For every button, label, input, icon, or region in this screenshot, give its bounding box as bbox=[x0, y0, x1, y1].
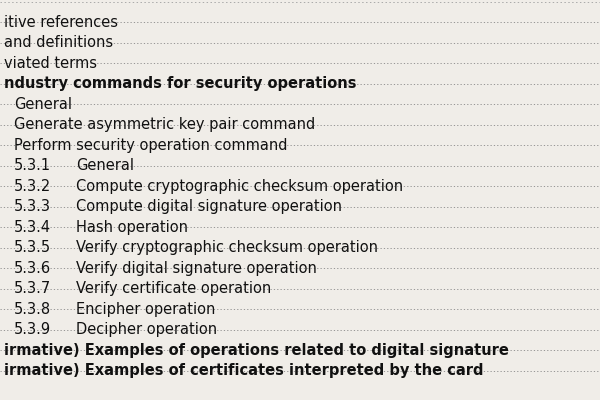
Text: General: General bbox=[76, 158, 134, 173]
Text: ndustry commands for security operations: ndustry commands for security operations bbox=[4, 76, 356, 91]
Text: General: General bbox=[14, 97, 72, 112]
Text: Hash operation: Hash operation bbox=[76, 220, 188, 235]
Text: irmative) Examples of operations related to digital signature: irmative) Examples of operations related… bbox=[4, 343, 509, 358]
Text: and definitions: and definitions bbox=[4, 35, 113, 50]
Text: Decipher operation: Decipher operation bbox=[76, 322, 217, 337]
Text: 5.3.6: 5.3.6 bbox=[14, 261, 51, 276]
Text: Generate asymmetric key pair command: Generate asymmetric key pair command bbox=[14, 117, 315, 132]
Text: Compute digital signature operation: Compute digital signature operation bbox=[76, 199, 342, 214]
Text: itive references: itive references bbox=[4, 15, 118, 30]
Text: irmative) Examples of certificates interpreted by the card: irmative) Examples of certificates inter… bbox=[4, 363, 484, 378]
Text: 5.3.2: 5.3.2 bbox=[14, 179, 51, 194]
Text: 5.3.5: 5.3.5 bbox=[14, 240, 51, 255]
Text: 5.3.1: 5.3.1 bbox=[14, 158, 51, 173]
Text: 5.3.3: 5.3.3 bbox=[14, 199, 51, 214]
Text: Verify cryptographic checksum operation: Verify cryptographic checksum operation bbox=[76, 240, 378, 255]
Text: 5.3.4: 5.3.4 bbox=[14, 220, 51, 235]
Text: Perform security operation command: Perform security operation command bbox=[14, 138, 287, 153]
Text: Verify certificate operation: Verify certificate operation bbox=[76, 281, 271, 296]
Text: 5.3.8: 5.3.8 bbox=[14, 302, 51, 317]
Text: 5.3.7: 5.3.7 bbox=[14, 281, 51, 296]
Text: Encipher operation: Encipher operation bbox=[76, 302, 215, 317]
Text: 5.3.9: 5.3.9 bbox=[14, 322, 51, 337]
Text: viated terms: viated terms bbox=[4, 56, 97, 71]
Text: Compute cryptographic checksum operation: Compute cryptographic checksum operation bbox=[76, 179, 403, 194]
Text: Verify digital signature operation: Verify digital signature operation bbox=[76, 261, 317, 276]
